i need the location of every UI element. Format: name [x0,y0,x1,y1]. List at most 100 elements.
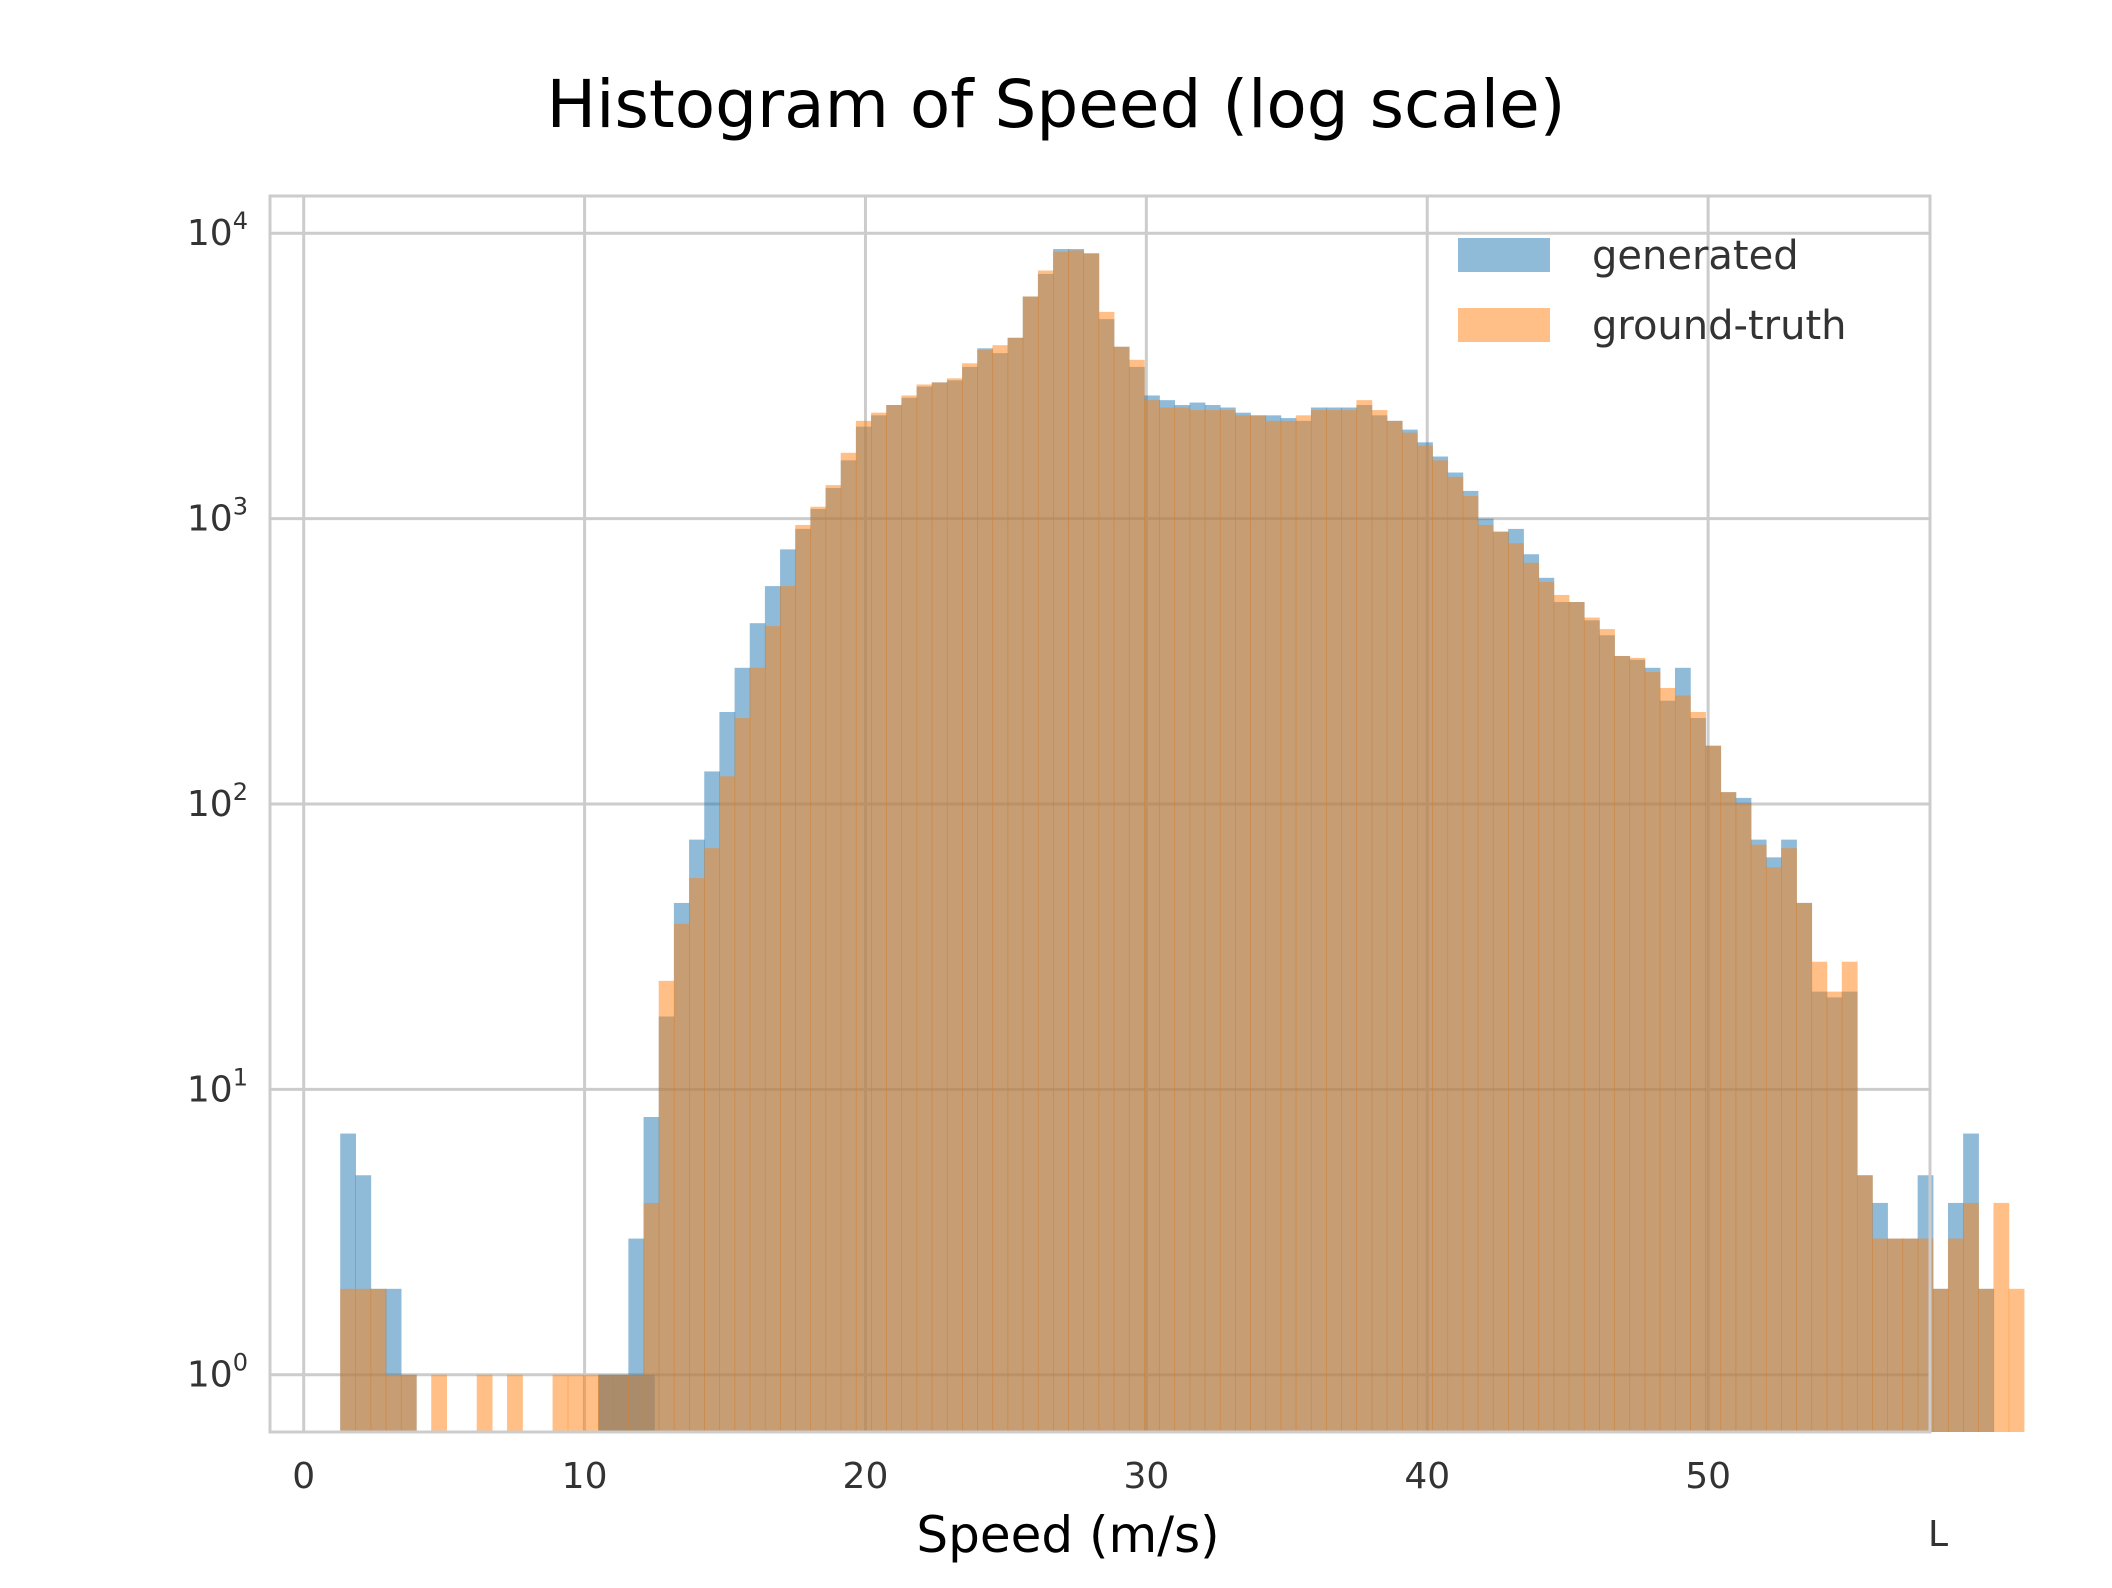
bar-ground-truth [719,776,736,1432]
bar-ground-truth [1310,410,1327,1433]
bar-ground-truth [431,1374,447,1432]
bar-ground-truth [977,349,994,1432]
bar-ground-truth [962,363,978,1432]
bar-ground-truth [400,1374,417,1432]
bar-ground-truth [1037,270,1054,1432]
plot-frame [268,194,1932,1434]
bar-ground-truth [1508,543,1524,1432]
bar-ground-truth [1599,629,1615,1432]
bar-ground-truth [840,452,857,1432]
bar-ground-truth [673,923,690,1432]
series-ground-truth [340,250,2025,1433]
bar-ground-truth [1811,961,1828,1432]
bar-ground-truth [1796,902,1813,1432]
bar-ground-truth [1083,253,1100,1433]
bar-ground-truth [749,667,766,1432]
y-tick-label: 102 [187,778,248,825]
bar-ground-truth [689,878,705,1432]
bar-ground-truth [901,395,918,1432]
bar-ground-truth [886,405,903,1432]
bar-ground-truth [1492,531,1509,1432]
chart-title: Histogram of Speed (log scale) [546,66,1566,143]
bar-ground-truth [1993,1202,2010,1432]
bar-ground-truth [946,378,963,1432]
bar-ground-truth [643,1202,660,1432]
bar-ground-truth [658,980,675,1432]
bar-ground-truth [931,382,948,1432]
y-tick-label: 100 [187,1349,248,1396]
bar-ground-truth [1386,420,1403,1432]
bar-ground-truth [1947,1238,1964,1432]
legend-label-generated: generated [1592,233,1799,279]
bar-ground-truth [1720,792,1737,1432]
y-tick-label: 101 [187,1063,248,1110]
bar-ground-truth [1356,400,1373,1432]
bar-ground-truth [1826,991,1843,1432]
bar-ground-truth [1174,407,1191,1432]
legend: generated ground-truth [1458,233,1846,349]
bar-ground-truth [1371,410,1388,1433]
bar-ground-truth [825,485,842,1432]
bar-ground-truth [1690,712,1706,1432]
bar-ground-truth [1887,1238,1904,1432]
bar-ground-truth [734,718,751,1432]
bar-ground-truth [613,1374,630,1432]
bar-ground-truth [1462,495,1479,1432]
bar-ground-truth [1932,1288,1949,1432]
bar-ground-truth [1765,867,1782,1432]
bar-ground-truth [552,1374,569,1432]
bar-ground-truth [1235,415,1251,1432]
bar-ground-truth [1113,346,1130,1432]
bar-ground-truth [1614,655,1631,1432]
bar-ground-truth [385,1374,402,1432]
bar-ground-truth [1265,420,1282,1432]
x-tick-labels: 0 10 20 30 40 50 [292,1456,1731,1497]
stray-mark: L [1928,1514,1948,1555]
bar-ground-truth [1629,657,1646,1432]
bar-ground-truth [1538,581,1555,1432]
bar-ground-truth [1750,844,1767,1432]
bar-ground-truth [1098,311,1115,1432]
bar-ground-truth [1189,410,1206,1433]
bar-ground-truth [355,1288,372,1432]
bar-ground-truth [1644,672,1661,1432]
legend-label-ground-truth: ground-truth [1592,303,1846,349]
bar-ground-truth [1477,524,1494,1432]
bar-ground-truth [1674,695,1691,1432]
bar-ground-truth [916,384,933,1433]
bar-ground-truth [1963,1202,1979,1432]
bar-ground-truth [476,1374,493,1432]
legend-swatch-ground-truth [1458,308,1550,342]
bar-ground-truth [1902,1238,1919,1432]
bar-ground-truth [1781,848,1797,1432]
bar-ground-truth [1401,432,1418,1432]
y-tick-labels: 100 101 102 103 104 [187,207,248,1396]
x-axis-title: Speed (m/s) [916,1506,1219,1564]
y-tick-label: 104 [187,207,248,254]
bar-ground-truth [1341,410,1358,1433]
bar-ground-truth [1447,476,1464,1432]
bar-ground-truth [1053,251,1069,1433]
bar-ground-truth [1841,961,1858,1432]
bar-ground-truth [1144,400,1160,1432]
x-tick-label: 40 [1404,1456,1450,1497]
y-tick-label: 103 [187,493,248,540]
bar-ground-truth [507,1374,523,1432]
bar-ground-truth [1128,359,1145,1433]
bar-ground-truth [1280,420,1297,1432]
bar-ground-truth [1250,415,1267,1432]
bar-ground-truth [1432,460,1449,1433]
bar-ground-truth [1872,1238,1888,1432]
bar-ground-truth [704,848,721,1432]
bar-ground-truth [764,626,781,1432]
bar-ground-truth [1856,1175,1873,1432]
bar-ground-truth [1583,617,1600,1432]
bar-ground-truth [1523,562,1540,1432]
x-tick-label: 20 [843,1456,889,1497]
bar-ground-truth [1295,415,1312,1432]
bar-ground-truth [992,345,1009,1432]
bar-ground-truth [871,412,887,1433]
x-tick-label: 10 [562,1456,608,1497]
bar-ground-truth [810,506,827,1432]
bar-ground-truth [1568,602,1585,1432]
